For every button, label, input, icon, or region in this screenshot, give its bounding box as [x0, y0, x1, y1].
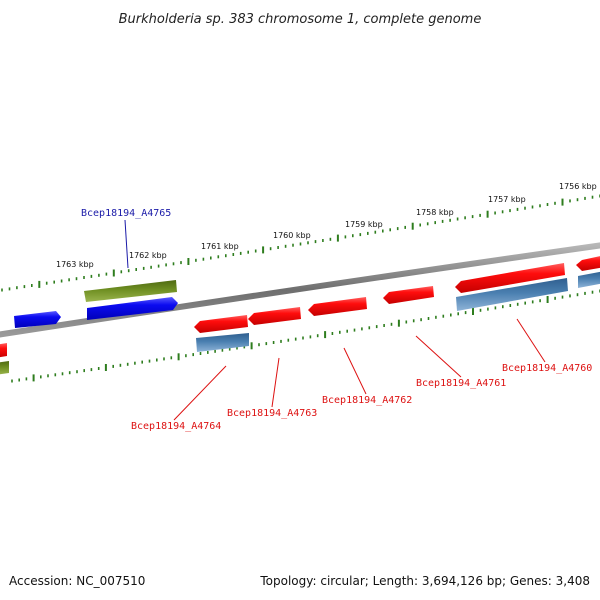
tick-labels: 1763 kbp 1762 kbp 1761 kbp 1760 kbp 1759… [56, 182, 597, 269]
leader-line [343, 347, 367, 395]
leader-line [516, 318, 546, 363]
cds-arrow-reverse[interactable] [576, 255, 600, 271]
cds-arrow-reverse[interactable] [383, 286, 434, 304]
genome-stats-text: Topology: circular; Length: 3,694,126 bp… [260, 574, 590, 588]
cds-arrow-reverse[interactable] [248, 307, 301, 325]
gene-label-a4762[interactable]: Bcep18194_A4762 [322, 395, 412, 406]
leader-line [271, 357, 280, 408]
tick-label: 1757 kbp [488, 195, 526, 204]
gene-label-a4763[interactable]: Bcep18194_A4763 [227, 408, 317, 419]
accession-text: Accession: NC_007510 [9, 574, 146, 588]
cds-arrow-reverse[interactable] [455, 263, 565, 293]
reverse-strand-features [0, 255, 600, 375]
gene-feature-reverse[interactable] [196, 333, 249, 352]
gene-label-a4765[interactable]: Bcep18194_A4765 [81, 208, 171, 219]
tick-label: 1759 kbp [345, 220, 383, 229]
gene-label-a4760[interactable]: Bcep18194_A4760 [502, 363, 592, 374]
cds-arrow-reverse[interactable] [194, 315, 248, 333]
tick-label: 1758 kbp [416, 208, 454, 217]
cds-arrow-forward[interactable] [87, 297, 178, 320]
cds-arrow-reverse[interactable] [308, 297, 367, 316]
gene-label-a4764[interactable]: Bcep18194_A4764 [131, 421, 221, 432]
gene-labels: Bcep18194_A4765 Bcep18194_A4764 Bcep1819… [81, 208, 592, 432]
gene-feature-reverse[interactable] [456, 278, 568, 311]
tick-label: 1756 kbp [559, 182, 597, 191]
tick-label: 1761 kbp [201, 242, 239, 251]
tick-label: 1762 kbp [129, 251, 167, 260]
cds-arrow-forward[interactable] [14, 311, 61, 328]
gene-label-a4761[interactable]: Bcep18194_A4761 [416, 378, 506, 389]
leader-line [124, 219, 129, 269]
tick-label: 1760 kbp [273, 231, 311, 240]
gene-feature-reverse[interactable] [0, 361, 9, 375]
outer-tick-ring [1, 194, 600, 292]
leader-line [173, 365, 227, 421]
leader-lines [124, 219, 546, 421]
chromosome-backbone [0, 242, 600, 338]
cds-arrow-reverse[interactable] [0, 343, 7, 358]
inner-tick-ring [11, 289, 600, 383]
forward-strand-features [14, 280, 178, 328]
tick-label: 1763 kbp [56, 260, 94, 269]
gene-feature-reverse[interactable] [578, 271, 600, 288]
map-title: Burkholderia sp. 383 chromosome 1, compl… [119, 12, 482, 27]
leader-line [415, 335, 462, 378]
gene-feature-forward[interactable] [84, 280, 177, 302]
